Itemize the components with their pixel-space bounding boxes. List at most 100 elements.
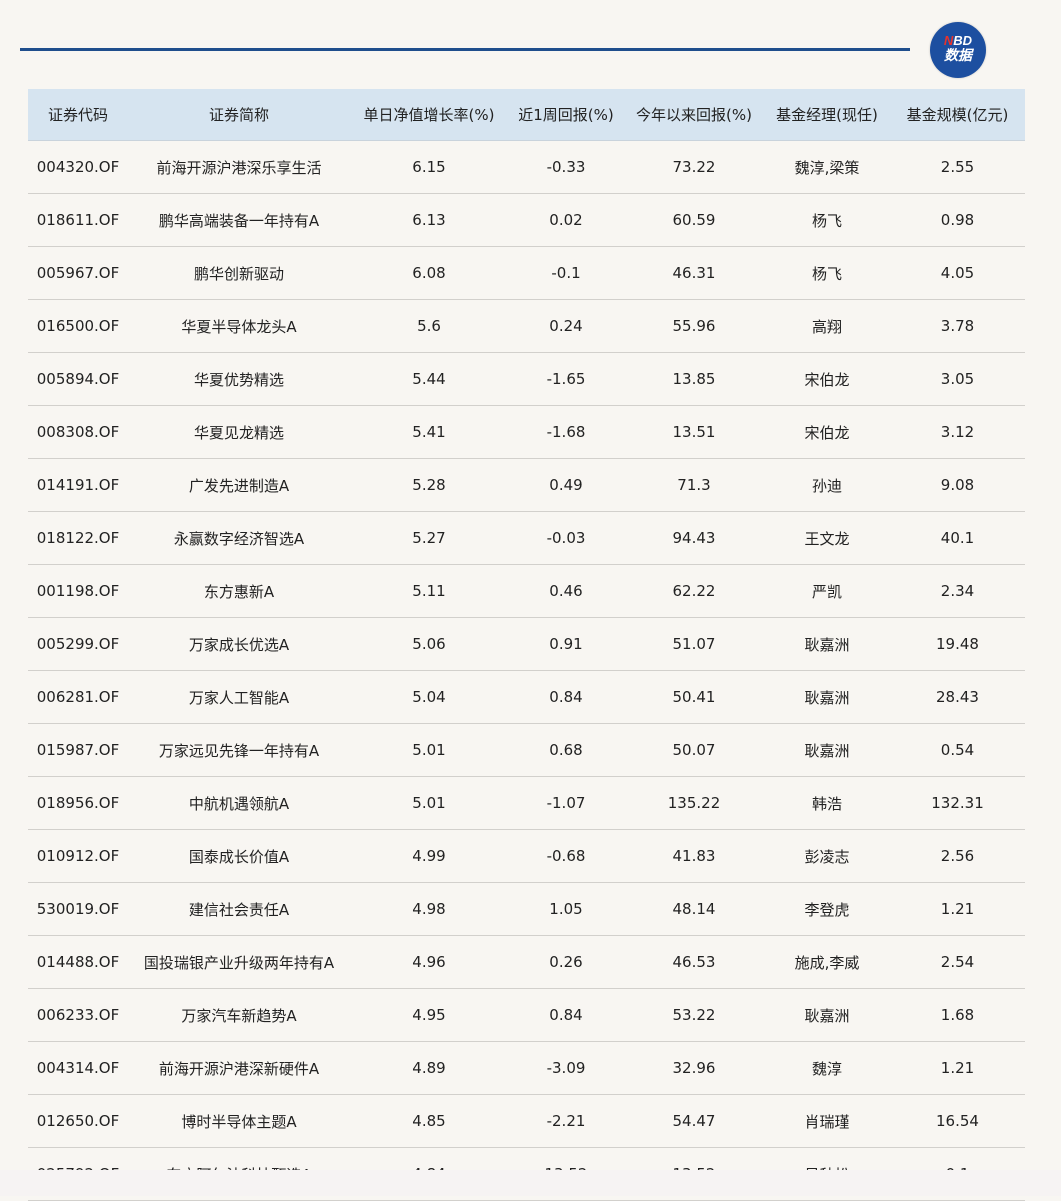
cell-name: 华夏优势精选	[128, 352, 350, 406]
table-row: 004314.OF 前海开源沪港深新硬件A 4.89 -3.09 32.96 魏淳 1.21	[28, 1041, 1025, 1095]
cell-fund-size: 1.68	[890, 988, 1025, 1042]
cell-fund-size: 132.31	[890, 776, 1025, 830]
cell-name: 国泰成长价值A	[128, 829, 350, 883]
cell-ytd-return: 41.83	[624, 829, 764, 883]
cell-week-return: 0.26	[508, 935, 624, 989]
cell-name: 万家成长优选A	[128, 617, 350, 671]
table-row: 005299.OF 万家成长优选A 5.06 0.91 51.07 耿嘉洲 19.48	[28, 617, 1025, 671]
table-row: 015987.OF 万家远见先锋一年持有A 5.01 0.68 50.07 耿嘉洲 0.54	[28, 723, 1025, 777]
cell-code: 015987.OF	[28, 723, 128, 777]
cell-fund-size: 1.21	[890, 1041, 1025, 1095]
cell-ytd-return: 60.59	[624, 193, 764, 247]
cell-manager: 施成,李威	[764, 935, 890, 989]
cell-fund-size: 0.98	[890, 193, 1025, 247]
cell-manager: 严凯	[764, 564, 890, 618]
fund-table: 证券代码 证券简称 单日净值增长率(%) 近1周回报(%) 今年以来回报(%) 基金经理(…	[28, 89, 1025, 1201]
cell-manager: 魏淳	[764, 1041, 890, 1095]
cell-ytd-return: 46.31	[624, 246, 764, 300]
cell-ytd-return: 62.22	[624, 564, 764, 618]
cell-daily-growth: 4.95	[350, 988, 508, 1042]
cell-name: 建信社会责任A	[128, 882, 350, 936]
cell-code: 005299.OF	[28, 617, 128, 671]
cell-code: 012650.OF	[28, 1094, 128, 1148]
cell-ytd-return: 54.47	[624, 1094, 764, 1148]
column-header-week-return: 近1周回报(%)	[508, 89, 624, 141]
cell-name: 广发先进制造A	[128, 458, 350, 512]
cell-daily-growth: 5.6	[350, 299, 508, 353]
table-row: 018956.OF 中航机遇领航A 5.01 -1.07 135.22 韩浩 132.31	[28, 776, 1025, 830]
cell-fund-size: 2.56	[890, 829, 1025, 883]
cell-name: 永赢数字经济智选A	[128, 511, 350, 565]
cell-fund-size: 3.12	[890, 405, 1025, 459]
cell-daily-growth: 4.89	[350, 1041, 508, 1095]
table-row: 006281.OF 万家人工智能A 5.04 0.84 50.41 耿嘉洲 28.43	[28, 670, 1025, 724]
header-divider	[20, 48, 910, 51]
cell-fund-size: 28.43	[890, 670, 1025, 724]
cell-week-return: 0.24	[508, 299, 624, 353]
cell-ytd-return: 73.22	[624, 140, 764, 194]
cell-ytd-return: 94.43	[624, 511, 764, 565]
column-header-fund-size: 基金规模(亿元)	[890, 89, 1025, 141]
cell-ytd-return: 13.85	[624, 352, 764, 406]
cell-fund-size: 3.78	[890, 299, 1025, 353]
cell-ytd-return: 48.14	[624, 882, 764, 936]
cell-fund-size: 1.21	[890, 882, 1025, 936]
logo-n: N	[943, 33, 954, 48]
logo-bd: BD	[953, 33, 973, 48]
cell-week-return: 0.68	[508, 723, 624, 777]
cell-fund-size: 2.34	[890, 564, 1025, 618]
footer-band	[0, 1170, 1061, 1196]
cell-daily-growth: 5.01	[350, 776, 508, 830]
cell-daily-growth: 5.28	[350, 458, 508, 512]
cell-name: 万家人工智能A	[128, 670, 350, 724]
cell-manager: 高翔	[764, 299, 890, 353]
cell-manager: 魏淳,梁策	[764, 140, 890, 194]
table-row: 006233.OF 万家汽车新趋势A 4.95 0.84 53.22 耿嘉洲 1.68	[28, 988, 1025, 1042]
cell-week-return: -3.09	[508, 1041, 624, 1095]
cell-ytd-return: 46.53	[624, 935, 764, 989]
cell-daily-growth: 5.11	[350, 564, 508, 618]
cell-week-return: -0.33	[508, 140, 624, 194]
cell-ytd-return: 53.22	[624, 988, 764, 1042]
cell-daily-growth: 5.27	[350, 511, 508, 565]
cell-manager: 韩浩	[764, 776, 890, 830]
cell-week-return: 0.46	[508, 564, 624, 618]
cell-daily-growth: 6.13	[350, 193, 508, 247]
cell-name: 东方惠新A	[128, 564, 350, 618]
cell-fund-size: 2.54	[890, 935, 1025, 989]
cell-week-return: -2.21	[508, 1094, 624, 1148]
cell-week-return: -1.68	[508, 405, 624, 459]
cell-week-return: 0.84	[508, 670, 624, 724]
cell-manager: 耿嘉洲	[764, 723, 890, 777]
table-row: 010912.OF 国泰成长价值A 4.99 -0.68 41.83 彭凌志 2.56	[28, 829, 1025, 883]
cell-code: 005894.OF	[28, 352, 128, 406]
cell-ytd-return: 55.96	[624, 299, 764, 353]
cell-week-return: -0.1	[508, 246, 624, 300]
table-row: 001198.OF 东方惠新A 5.11 0.46 62.22 严凯 2.34	[28, 564, 1025, 618]
cell-fund-size: 19.48	[890, 617, 1025, 671]
table-row: 012650.OF 博时半导体主题A 4.85 -2.21 54.47 肖瑞瑾 16.54	[28, 1094, 1025, 1148]
cell-daily-growth: 5.44	[350, 352, 508, 406]
cell-name: 万家远见先锋一年持有A	[128, 723, 350, 777]
cell-manager: 耿嘉洲	[764, 670, 890, 724]
cell-manager: 杨飞	[764, 193, 890, 247]
cell-ytd-return: 135.22	[624, 776, 764, 830]
cell-ytd-return: 50.41	[624, 670, 764, 724]
cell-week-return: -0.68	[508, 829, 624, 883]
cell-code: 016500.OF	[28, 299, 128, 353]
cell-daily-growth: 6.15	[350, 140, 508, 194]
column-header-manager: 基金经理(现任)	[764, 89, 890, 141]
cell-ytd-return: 50.07	[624, 723, 764, 777]
cell-manager: 李登虎	[764, 882, 890, 936]
table-row: 530019.OF 建信社会责任A 4.98 1.05 48.14 李登虎 1.21	[28, 882, 1025, 936]
cell-code: 018956.OF	[28, 776, 128, 830]
table-row: 004320.OF 前海开源沪港深乐享生活 6.15 -0.33 73.22 魏淳,梁策 2…	[28, 140, 1025, 194]
table-row: 016500.OF 华夏半导体龙头A 5.6 0.24 55.96 高翔 3.78	[28, 299, 1025, 353]
cell-ytd-return: 71.3	[624, 458, 764, 512]
cell-manager: 王文龙	[764, 511, 890, 565]
cell-ytd-return: 32.96	[624, 1041, 764, 1095]
cell-code: 018122.OF	[28, 511, 128, 565]
cell-daily-growth: 5.04	[350, 670, 508, 724]
table-row: 005967.OF 鹏华创新驱动 6.08 -0.1 46.31 杨飞 4.05	[28, 246, 1025, 300]
column-header-daily-growth: 单日净值增长率(%)	[350, 89, 508, 141]
